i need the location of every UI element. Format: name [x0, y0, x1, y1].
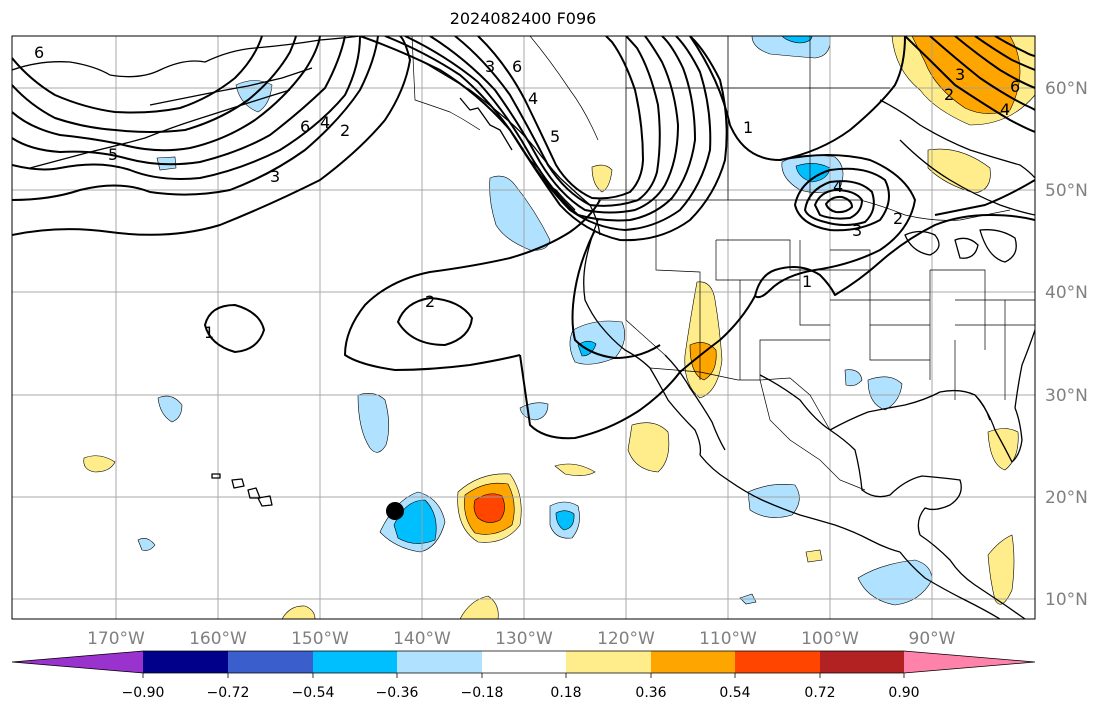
colorbar-segment: [397, 651, 482, 673]
contour-label: 1: [802, 272, 812, 291]
colorbar-segment: [820, 651, 904, 673]
lon-label: 150°W: [291, 629, 349, 649]
lon-label: 160°W: [189, 629, 247, 649]
colorbar-tick-label: −0.36: [376, 685, 419, 701]
longitude-labels: 170°W 160°W 150°W 140°W 130°W 120°W 110°…: [87, 629, 956, 649]
lon-label: 100°W: [801, 629, 859, 649]
lon-label: 170°W: [87, 629, 145, 649]
contour-label: 4: [528, 89, 538, 108]
contour-label: 6: [512, 57, 522, 76]
contour-label: 6: [1010, 77, 1020, 96]
lat-label: 50°N: [1045, 181, 1088, 201]
contour-label: 3: [955, 65, 965, 84]
lon-label: 130°W: [495, 629, 553, 649]
contour-lines: [12, 36, 1035, 440]
contour-label: 6: [300, 117, 310, 136]
contour-label: 3: [852, 221, 862, 240]
colorbar-segment: [12, 651, 143, 673]
colorbar-segment: [651, 651, 735, 673]
colorbar-tick-label: 0.72: [804, 685, 835, 701]
contour-label: 4: [1000, 100, 1010, 119]
colorbar-tick-label: −0.18: [461, 685, 504, 701]
storm-position-marker: [386, 502, 404, 520]
contour-label: 2: [893, 209, 903, 228]
colorbar-tick-label: −0.54: [292, 685, 335, 701]
contour-label: 3: [485, 57, 495, 76]
colorbar-segment: [143, 651, 228, 673]
colorbar-tick-label: −0.72: [207, 685, 250, 701]
colorbar: −0.90 −0.72 −0.54 −0.36 −0.18 0.18 0.36 …: [11, 650, 1036, 701]
contour-label: 4: [320, 113, 330, 132]
colorbar-segment: [313, 651, 397, 673]
colorbar-tick-label: 0.54: [719, 685, 750, 701]
lat-label: 20°N: [1045, 488, 1088, 508]
contour-label: 2: [425, 292, 435, 311]
colorbar-segment: [482, 651, 566, 673]
lon-label: 110°W: [699, 629, 757, 649]
colorbar-tick-label: −0.90: [122, 685, 165, 701]
map-frame: [11, 35, 1036, 620]
contour-label: 2: [944, 85, 954, 104]
contour-label: 6: [34, 43, 44, 62]
negative-anomaly-ne-pacific: [489, 175, 551, 251]
colorbar-segment: [566, 651, 651, 673]
map-title: 2024082400 F096: [449, 9, 597, 28]
colorbar-tick-label: 0.18: [550, 685, 581, 701]
colorbar-segment: [904, 651, 1035, 673]
contour-label: 2: [340, 121, 350, 140]
lon-label: 90°W: [909, 629, 956, 649]
contour-label: 5: [108, 145, 118, 164]
lat-label: 40°N: [1045, 283, 1088, 303]
contour-label: 1: [743, 118, 753, 137]
contour-label-group: 6 5 3 6 4 2 3 6 4 5 1 4 3 2 1 2 1 3 2 4 …: [34, 43, 1020, 342]
contour-label: 1: [204, 323, 214, 342]
lat-label: 30°N: [1045, 386, 1088, 406]
latitude-labels: 10°N 20°N 30°N 40°N 50°N 60°N: [1045, 79, 1088, 610]
contour-label: 4: [833, 177, 843, 196]
colorbar-tick-label: 0.90: [888, 685, 919, 701]
colorbar-segment: [735, 651, 820, 673]
colorbar-segment: [228, 651, 313, 673]
lon-label: 140°W: [393, 629, 451, 649]
positive-anomaly-ontario: [927, 148, 991, 194]
lat-label: 10°N: [1045, 590, 1088, 610]
lon-label: 120°W: [597, 629, 655, 649]
colorbar-tick-label: 0.36: [635, 685, 666, 701]
negative-anomaly-north: [751, 36, 831, 59]
lat-label: 60°N: [1045, 79, 1088, 99]
contour-label: 3: [270, 167, 280, 186]
contour-label: 5: [550, 127, 560, 146]
